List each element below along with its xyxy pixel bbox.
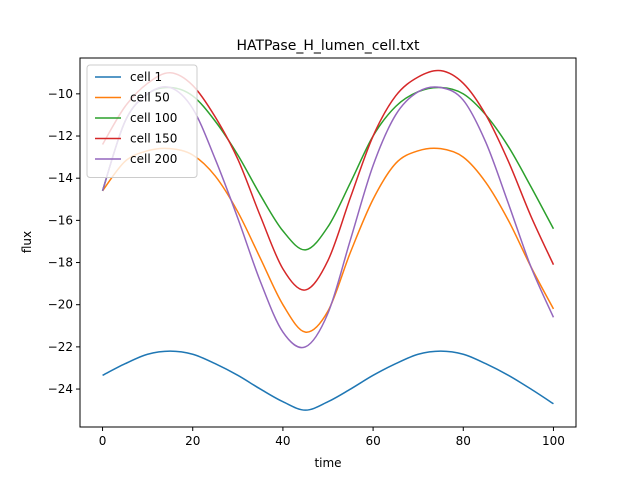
x-tick-label: 80: [456, 434, 471, 448]
legend: cell 1 cell 50 cell 100 cell 150 cell 200: [86, 64, 198, 178]
legend-label: cell 1: [130, 70, 162, 84]
legend-label: cell 50: [130, 91, 170, 105]
chart-title: HATPase_H_lumen_cell.txt: [236, 38, 420, 54]
x-tick-label: 20: [185, 434, 200, 448]
y-tick-label: −22: [48, 340, 73, 354]
y-tick-label: −20: [48, 298, 73, 312]
legend-label: cell 150: [130, 132, 177, 146]
y-axis: −24 −22 −20 −18 −16 −14 −12 −10: [48, 87, 80, 396]
y-tick-label: −16: [48, 213, 73, 227]
x-axis-label: time: [314, 456, 341, 470]
x-tick-label: 100: [542, 434, 565, 448]
plot-frame: [79, 57, 577, 428]
y-tick-label: −12: [48, 129, 73, 143]
x-tick-label: 0: [99, 434, 107, 448]
y-tick-label: −18: [48, 256, 73, 270]
series-line-cell-1: [102, 350, 554, 411]
y-tick-label: −24: [48, 382, 73, 396]
legend-label: cell 100: [130, 111, 177, 125]
y-tick-label: −10: [48, 87, 73, 101]
legend-box: [86, 64, 198, 178]
x-tick-label: 40: [275, 434, 290, 448]
x-tick-label: 60: [365, 434, 380, 448]
legend-label: cell 200: [130, 152, 177, 166]
y-axis-label: flux: [20, 231, 34, 253]
x-axis: 0 20 40 60 80 100: [99, 427, 565, 448]
y-tick-label: −14: [48, 171, 73, 185]
